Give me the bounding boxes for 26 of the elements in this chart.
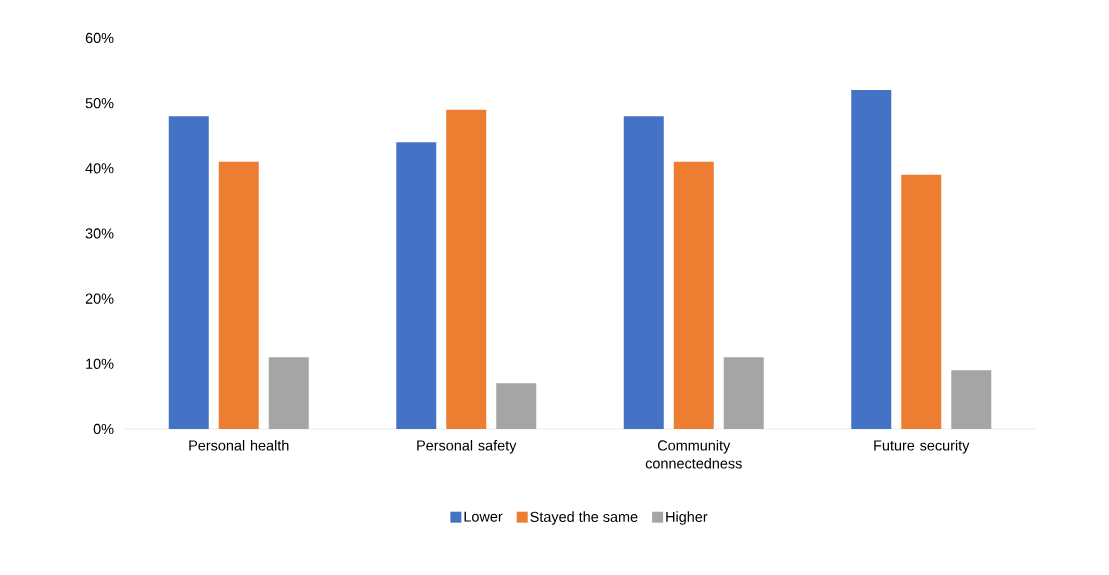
- bar: [851, 90, 892, 429]
- x-tick-label: Personal health: [189, 440, 289, 451]
- y-tick-label: 10%: [86, 358, 114, 369]
- bar: [268, 357, 309, 429]
- legend-label: Stayed the same: [530, 511, 638, 525]
- x-tick-label: Personal safety: [417, 440, 517, 454]
- bar: [901, 174, 942, 429]
- x-tick-label: Community connectedness: [645, 440, 742, 469]
- bar: [496, 383, 537, 429]
- y-tick-label: 20%: [85, 293, 114, 304]
- bar: [673, 161, 714, 429]
- x-tick-label: Future security: [874, 440, 970, 454]
- legend-label: Higher: [666, 511, 708, 525]
- bar: [218, 161, 259, 429]
- legend-label: Lower: [464, 511, 503, 522]
- y-tick-label: 0%: [93, 423, 114, 435]
- y-tick-label: 60%: [85, 32, 114, 44]
- bar: [723, 357, 764, 429]
- y-tick-label: 40%: [85, 163, 114, 174]
- bar: [168, 116, 209, 429]
- y-tick-label: 50%: [85, 98, 114, 109]
- bar: [623, 116, 664, 429]
- y-tick-label: 30%: [85, 228, 114, 239]
- bar: [396, 142, 437, 429]
- bar: [951, 370, 992, 429]
- bar: [446, 109, 487, 429]
